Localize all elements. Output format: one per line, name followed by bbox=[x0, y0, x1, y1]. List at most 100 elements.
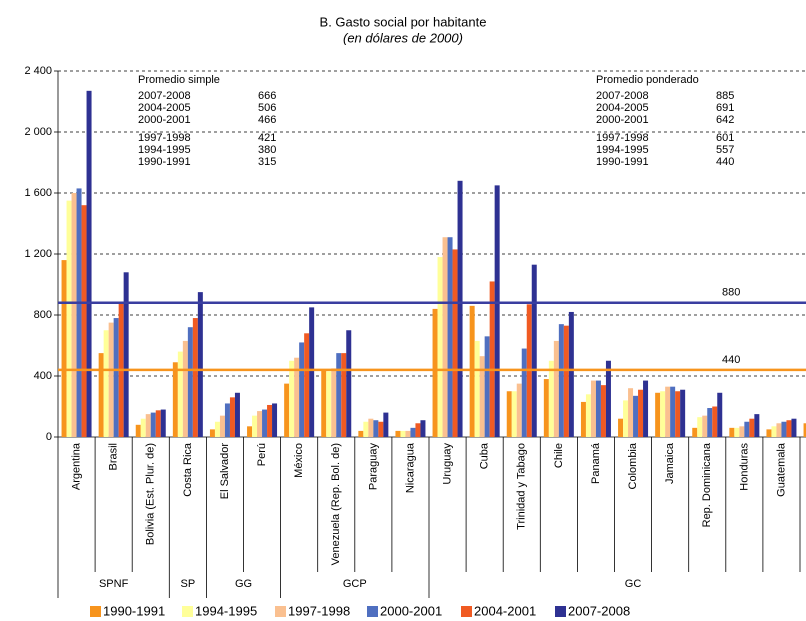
x-tick-label: Uruguay bbox=[441, 443, 453, 485]
annotation-period: 2000-2001 bbox=[138, 114, 191, 126]
legend-label: 2000-2001 bbox=[380, 603, 442, 618]
x-tick-label: Panamá bbox=[590, 442, 602, 484]
bar bbox=[61, 260, 67, 437]
bar bbox=[432, 308, 438, 437]
bar bbox=[346, 330, 352, 437]
bar bbox=[299, 342, 305, 437]
annotation-title: Promedio simple bbox=[138, 74, 220, 86]
bar bbox=[400, 430, 406, 437]
x-tick-label: Trinidad y Tabago bbox=[516, 443, 528, 530]
annotation-period: 1994-1995 bbox=[596, 144, 649, 156]
bar bbox=[150, 412, 156, 437]
bar bbox=[766, 429, 772, 437]
bar bbox=[326, 371, 332, 437]
bar bbox=[247, 426, 253, 437]
bar bbox=[692, 427, 698, 437]
y-tick-label: 0 bbox=[46, 431, 52, 443]
legend-swatch bbox=[275, 606, 286, 617]
bar bbox=[643, 380, 649, 437]
bar bbox=[234, 392, 240, 437]
bar bbox=[717, 392, 723, 437]
bar bbox=[368, 418, 374, 437]
bar bbox=[511, 391, 517, 437]
bar bbox=[489, 281, 495, 437]
bar bbox=[108, 322, 114, 437]
bar bbox=[405, 430, 411, 437]
legend-label: 1994-1995 bbox=[195, 603, 257, 618]
bar bbox=[558, 324, 564, 437]
bar bbox=[177, 351, 183, 437]
annotation-value: 380 bbox=[258, 144, 276, 156]
bar bbox=[98, 353, 104, 437]
bar bbox=[786, 420, 792, 437]
bar bbox=[209, 429, 215, 437]
annotation-period: 2000-2001 bbox=[596, 114, 649, 126]
bar bbox=[729, 427, 735, 437]
bar bbox=[81, 205, 87, 437]
annotation-value: 642 bbox=[716, 114, 734, 126]
bar bbox=[675, 391, 681, 437]
bar bbox=[781, 421, 787, 437]
bar bbox=[155, 410, 161, 437]
bar bbox=[192, 318, 198, 437]
bar bbox=[670, 386, 676, 437]
annotation-value: 691 bbox=[716, 102, 734, 114]
bar bbox=[776, 423, 782, 437]
legend-label: 1997-1998 bbox=[288, 603, 350, 618]
annotation-value: 421 bbox=[258, 132, 276, 144]
bar bbox=[420, 420, 426, 437]
bar bbox=[605, 360, 611, 437]
bar bbox=[145, 414, 151, 437]
bar bbox=[749, 418, 755, 437]
bar bbox=[484, 336, 490, 437]
annotation-value: 506 bbox=[258, 102, 276, 114]
bar bbox=[135, 424, 141, 437]
bar bbox=[590, 380, 596, 437]
bar bbox=[521, 348, 527, 437]
bar bbox=[76, 188, 82, 437]
bar bbox=[336, 353, 342, 437]
x-tick-label: Cuba bbox=[479, 442, 491, 469]
x-tick-label: El Salvador bbox=[219, 443, 231, 500]
x-tick-label: Jamaica bbox=[664, 442, 676, 484]
legend-label: 2007-2008 bbox=[568, 603, 630, 618]
reference-label: 440 bbox=[722, 354, 740, 366]
legend-swatch bbox=[367, 606, 378, 617]
bar bbox=[447, 237, 453, 437]
bar bbox=[457, 180, 463, 438]
bar bbox=[516, 383, 522, 437]
legend-swatch bbox=[555, 606, 566, 617]
bar bbox=[638, 389, 644, 437]
x-tick-label: Bolivia (Est. Plur. de) bbox=[145, 443, 157, 545]
x-tick-label: Paraguay bbox=[367, 443, 379, 491]
annotation-period: 1994-1995 bbox=[138, 144, 191, 156]
group-label: SP bbox=[181, 578, 196, 590]
bar bbox=[294, 357, 300, 437]
bar bbox=[563, 325, 569, 437]
bar bbox=[568, 311, 574, 437]
annotation-value: 601 bbox=[716, 132, 734, 144]
bar bbox=[113, 318, 119, 437]
bar bbox=[341, 353, 347, 437]
annotation-period: 1997-1998 bbox=[138, 132, 191, 144]
bar bbox=[623, 400, 629, 437]
bar bbox=[71, 193, 77, 437]
x-tick-label: Venezuela (Rep. Bol. de) bbox=[330, 443, 342, 565]
bar bbox=[548, 360, 554, 437]
bar bbox=[580, 401, 586, 437]
bar bbox=[309, 307, 315, 437]
bar bbox=[600, 385, 606, 437]
bar bbox=[702, 415, 708, 437]
reference-label: 880 bbox=[722, 287, 740, 299]
y-tick-label: 1 200 bbox=[24, 248, 52, 260]
bar bbox=[506, 391, 512, 437]
bar bbox=[655, 392, 661, 437]
x-tick-label: Costa Rica bbox=[182, 442, 194, 497]
x-tick-label: Brasil bbox=[108, 443, 120, 471]
annotation-period: 1990-1991 bbox=[596, 156, 649, 168]
x-tick-label: Guatemala bbox=[775, 442, 787, 497]
bar bbox=[395, 430, 401, 437]
bar bbox=[140, 418, 146, 437]
bar bbox=[358, 430, 364, 437]
bar bbox=[437, 257, 443, 437]
